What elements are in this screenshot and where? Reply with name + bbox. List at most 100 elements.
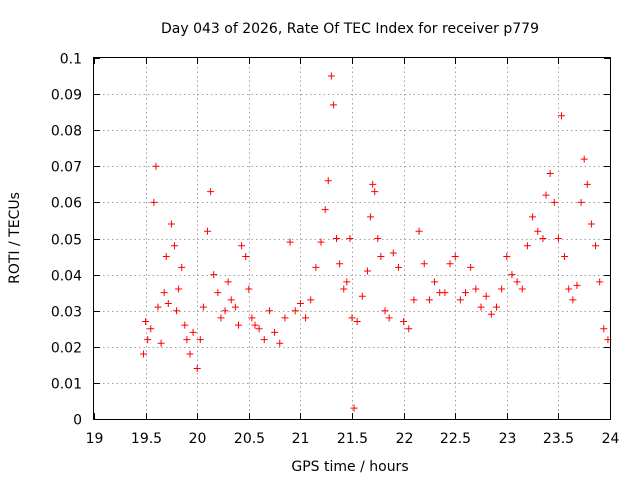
x-tick-label: 23: [499, 431, 517, 447]
data-point: [152, 162, 160, 170]
data-point: [296, 299, 304, 307]
data-point: [451, 253, 459, 261]
data-point: [374, 235, 382, 242]
data-points: [140, 72, 612, 412]
data-point: [369, 180, 377, 188]
y-tick-label: 0.03: [51, 305, 82, 321]
data-point: [350, 404, 358, 412]
data-point: [580, 155, 588, 163]
x-tick-label: 19: [86, 431, 104, 447]
data-point: [312, 263, 320, 271]
data-point: [245, 285, 253, 293]
data-point: [596, 278, 604, 286]
data-point: [150, 198, 158, 206]
data-point: [317, 238, 325, 246]
x-tick-label: 22.5: [440, 431, 471, 447]
data-point: [518, 285, 526, 293]
y-axis-label: ROTI / TECUs: [7, 192, 23, 284]
data-point: [238, 242, 246, 250]
data-point: [234, 321, 242, 329]
data-point: [348, 314, 356, 322]
data-point: [162, 253, 170, 261]
grid: [94, 58, 610, 419]
axis-ticks: [94, 58, 611, 420]
data-point: [441, 289, 449, 297]
data-point: [583, 180, 591, 188]
data-point: [175, 285, 183, 293]
plot-frame: [93, 57, 611, 420]
data-point: [482, 292, 490, 300]
data-point: [353, 318, 361, 326]
data-point: [346, 235, 354, 242]
x-tick-label: 19.5: [131, 431, 162, 447]
data-point: [542, 191, 550, 199]
data-point: [503, 253, 511, 261]
data-point: [327, 72, 335, 80]
data-point: [307, 296, 315, 304]
data-point: [498, 285, 506, 293]
data-point: [534, 227, 542, 235]
data-point: [181, 321, 189, 329]
data-point: [183, 336, 191, 344]
data-point: [271, 328, 279, 336]
data-point: [170, 242, 178, 250]
data-point: [592, 242, 600, 250]
data-point: [550, 198, 558, 206]
data-point: [160, 289, 168, 297]
data-point: [410, 296, 418, 304]
data-point: [456, 296, 464, 304]
x-tick-label: 24: [602, 431, 620, 447]
data-point: [199, 303, 207, 311]
data-point: [492, 303, 500, 311]
x-tick-label: 23.5: [543, 431, 574, 447]
data-point: [381, 307, 389, 315]
data-point: [513, 278, 521, 286]
data-point: [281, 314, 289, 322]
chart-title: Day 043 of 2026, Rate Of TEC Index for r…: [161, 21, 539, 37]
x-tick-label: 22: [396, 431, 414, 447]
data-point: [405, 325, 413, 333]
y-tick-label: 0.05: [51, 233, 82, 249]
data-point: [431, 278, 439, 286]
data-point: [224, 278, 232, 286]
data-point: [462, 289, 470, 297]
data-point: [193, 364, 201, 372]
data-point: [242, 253, 250, 261]
data-point: [343, 278, 351, 286]
y-tick-label: 0.01: [51, 377, 82, 393]
data-point: [389, 249, 397, 257]
x-tick-label: 21.5: [337, 431, 368, 447]
data-point: [173, 307, 181, 315]
data-point: [415, 227, 423, 235]
data-point: [394, 263, 402, 271]
data-point: [265, 307, 273, 315]
data-point: [178, 263, 186, 271]
data-point: [508, 271, 516, 279]
data-point: [487, 310, 495, 318]
data-point: [336, 260, 344, 268]
y-tick-label: 0.09: [51, 88, 82, 104]
data-point: [371, 188, 379, 196]
data-point: [587, 220, 595, 228]
data-point: [554, 235, 562, 242]
data-point: [523, 242, 531, 250]
data-point: [167, 220, 175, 228]
data-point: [251, 321, 259, 329]
data-point: [276, 339, 284, 347]
data-point: [561, 253, 569, 261]
data-point: [302, 314, 310, 322]
data-point: [539, 235, 547, 242]
data-point: [210, 271, 218, 279]
data-point: [446, 260, 454, 268]
data-point: [196, 336, 204, 344]
data-point: [221, 307, 229, 315]
data-point: [420, 260, 428, 268]
y-tick-label: 0: [73, 413, 82, 429]
data-point: [529, 213, 537, 221]
data-point: [324, 177, 332, 185]
data-point: [600, 325, 608, 333]
data-point: [291, 307, 299, 315]
data-point: [286, 238, 294, 246]
data-point: [207, 188, 215, 196]
